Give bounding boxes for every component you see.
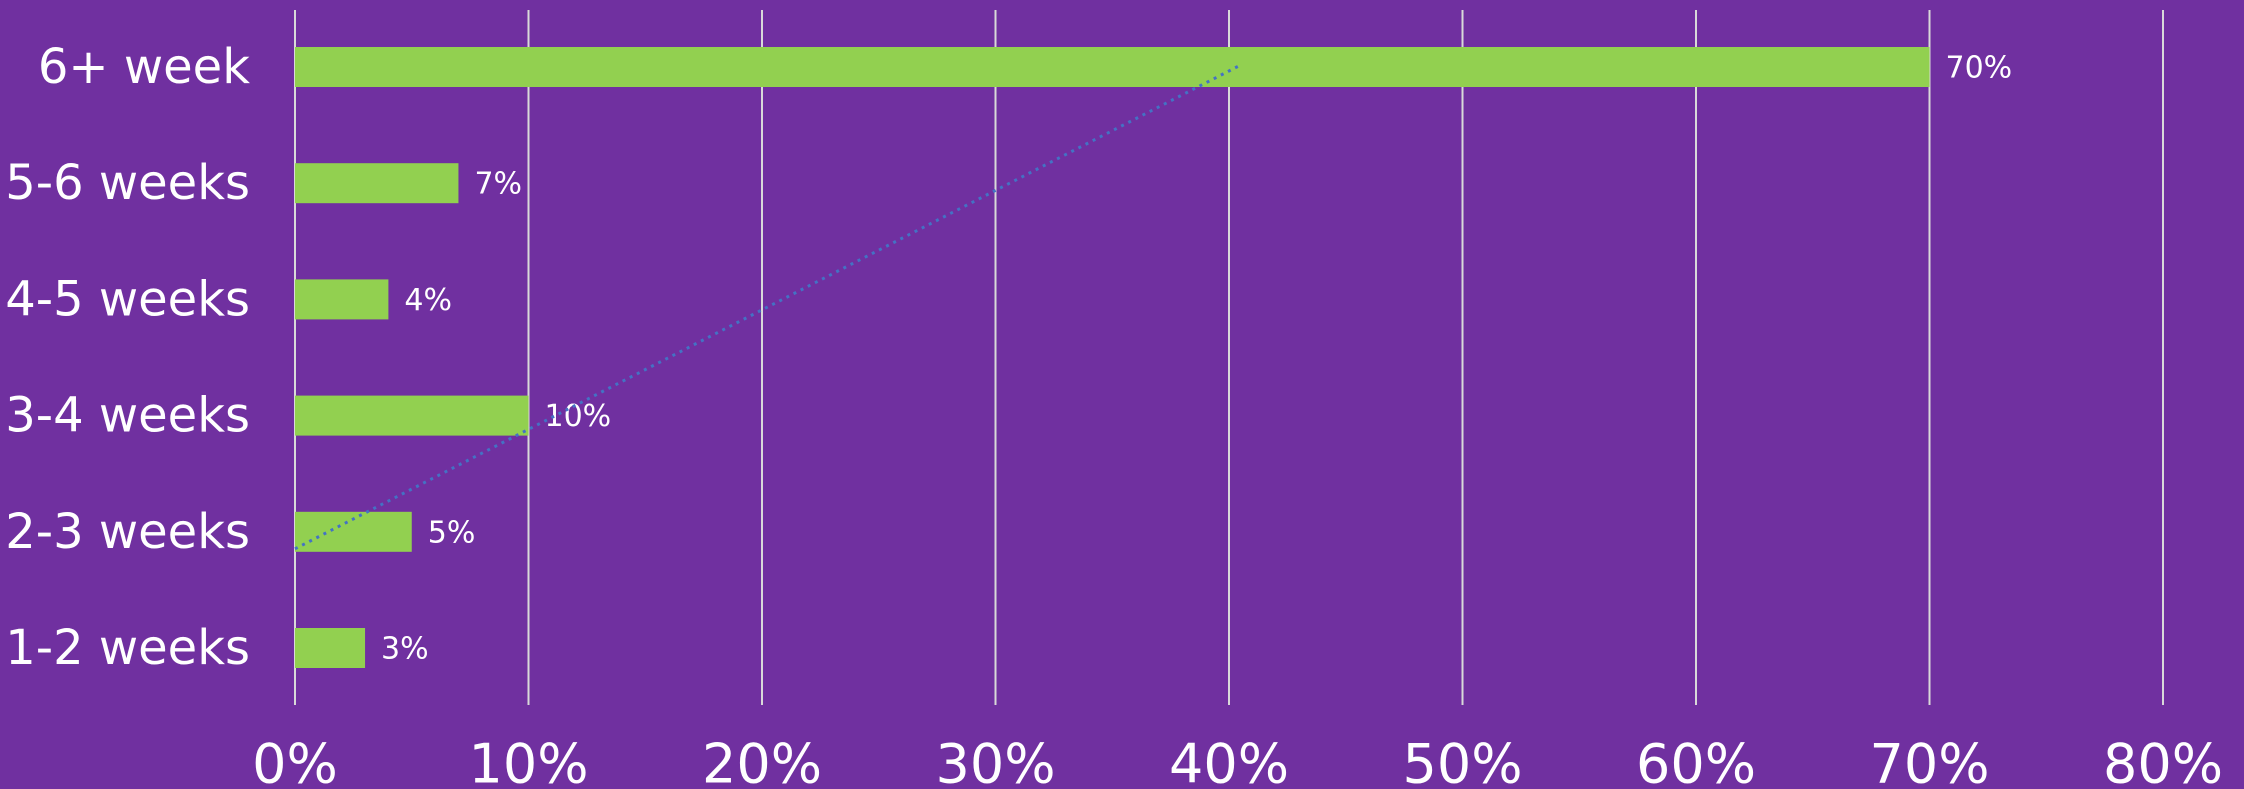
- data-label: 70%: [1946, 51, 2013, 86]
- gridlines: [294, 10, 2164, 705]
- bar: [295, 628, 366, 668]
- data-label: 4%: [404, 283, 452, 318]
- category-label: 2-3 weeks: [5, 504, 250, 560]
- bar: [295, 279, 389, 320]
- x-tick-label: 30%: [935, 733, 1055, 789]
- x-tick-label: 50%: [1402, 733, 1522, 789]
- data-label: 5%: [428, 515, 476, 550]
- x-axis-tick-labels: 0% 10% 20% 30% 40% 50% 60% 70% 80%: [252, 733, 2223, 789]
- x-tick-label: 10%: [468, 733, 588, 789]
- category-label: 6+ week: [38, 39, 250, 95]
- category-label: 1-2 weeks: [5, 620, 250, 676]
- x-tick-label: 80%: [2103, 733, 2223, 789]
- data-labels: 70% 7% 4% 10% 5% 3%: [381, 51, 2012, 667]
- data-label: 7%: [474, 167, 522, 202]
- data-label: 10%: [545, 399, 612, 434]
- category-label: 3-4 weeks: [5, 388, 250, 444]
- bar: [295, 395, 529, 436]
- trendline: [294, 63, 1242, 551]
- x-tick-label: 40%: [1169, 733, 1289, 789]
- data-label: 3%: [381, 632, 429, 667]
- bar: [295, 163, 459, 204]
- category-labels: 6+ week 5-6 weeks 4-5 weeks 3-4 weeks 2-3 we…: [5, 39, 250, 676]
- x-tick-label: 70%: [1869, 733, 1989, 789]
- x-tick-label: 60%: [1636, 733, 1756, 789]
- category-label: 5-6 weeks: [5, 155, 250, 211]
- category-label: 4-5 weeks: [5, 271, 250, 327]
- x-tick-label: 20%: [702, 733, 822, 789]
- x-tick-label: 0%: [252, 733, 338, 789]
- bars: [295, 47, 1930, 668]
- bar: [295, 47, 1930, 87]
